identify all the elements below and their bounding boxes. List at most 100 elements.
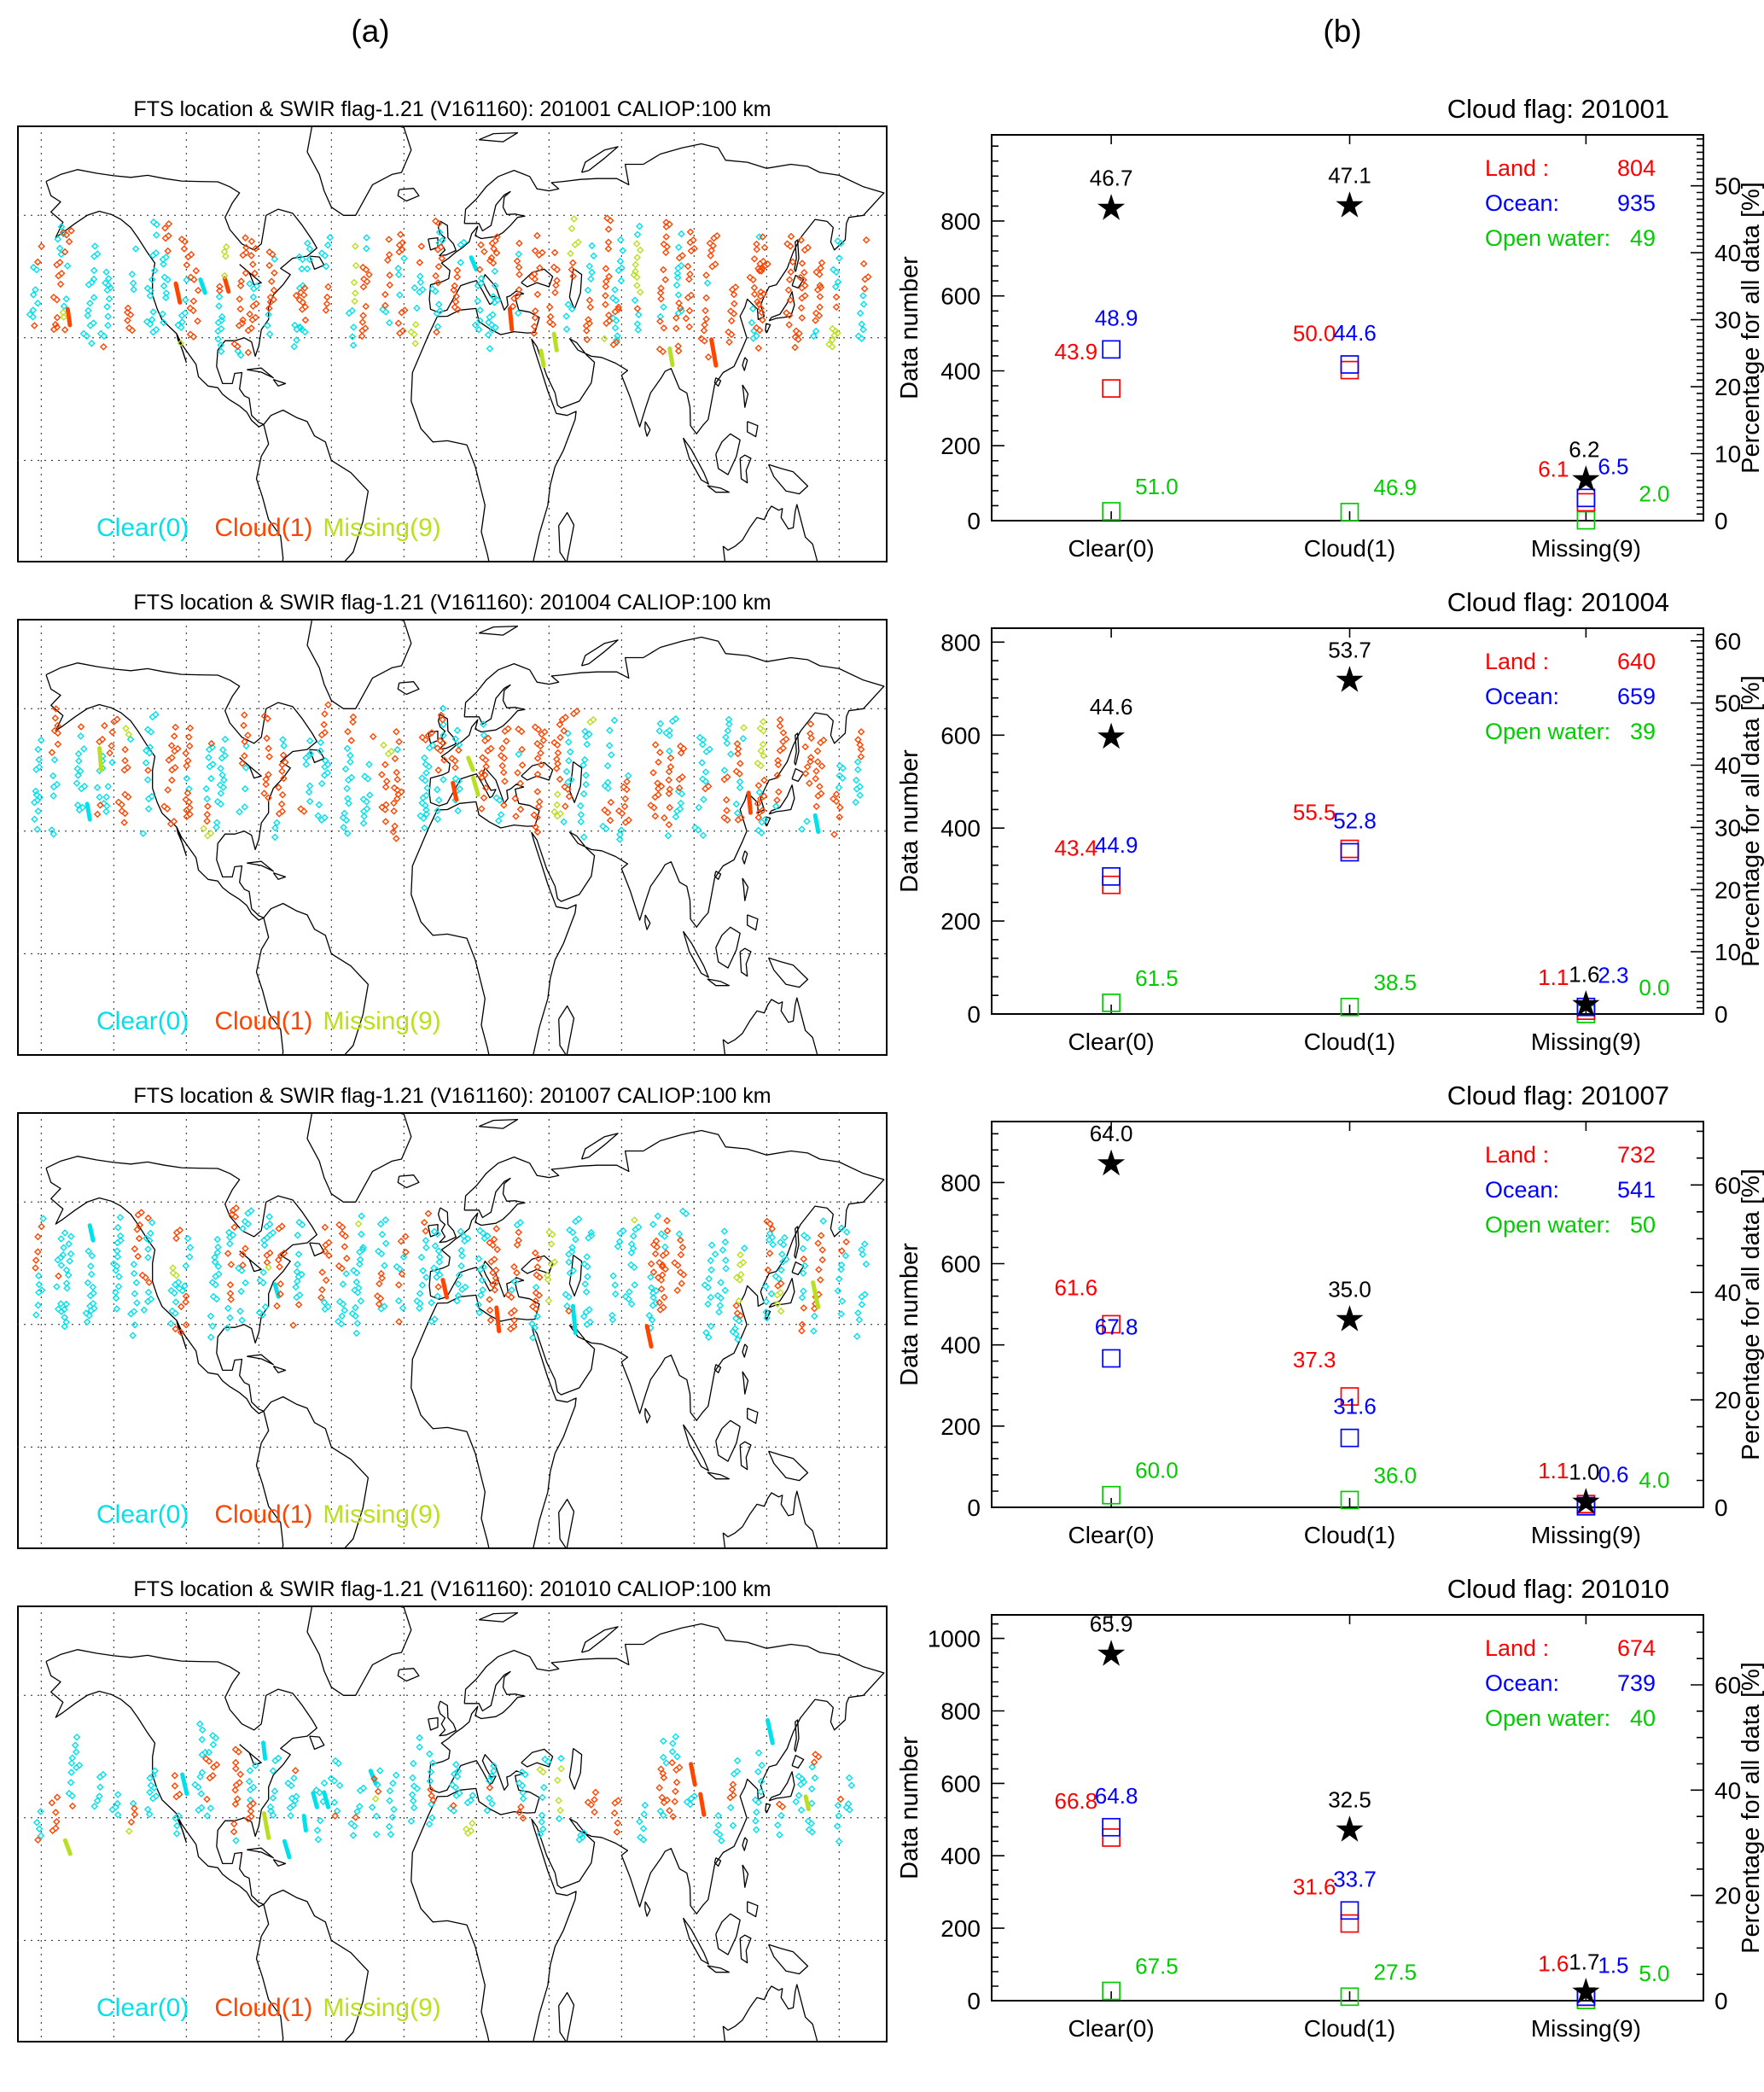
open-water-marker	[1340, 1490, 1359, 1510]
land-marker	[1102, 1828, 1121, 1847]
cloud-flag-plot-canvas: 0 200 400 600 800 0 10 20 30 40 50 Clear(0) Cloud(1)…	[940, 134, 1741, 562]
category-label: Clear(0)	[1068, 2015, 1155, 2042]
coastline	[742, 850, 748, 865]
coastline	[397, 1668, 420, 1682]
plot-legend-label: Land :	[1485, 155, 1549, 181]
all-data-star-marker: ★	[1570, 983, 1603, 1023]
ocean-marker	[1576, 1987, 1596, 2007]
coastline	[765, 1309, 771, 1320]
coastline	[707, 1965, 731, 1973]
plot-legend-value: 541	[1617, 1177, 1656, 1203]
left-tick-label: 200	[940, 908, 981, 935]
obs-streaks-clear	[180, 1717, 775, 1860]
coastline	[747, 421, 759, 438]
coastline	[428, 1223, 439, 1238]
open-water-marker	[1102, 1485, 1121, 1505]
all-data-star-marker: ★	[1334, 184, 1366, 224]
open-water-percent: 36.0	[1374, 1462, 1418, 1488]
plot-legend-label: Land :	[1485, 1635, 1549, 1661]
obs-points-clear	[32, 1207, 870, 1343]
coastline	[768, 463, 809, 495]
map-title: FTS location & SWIR flag-1.21 (V161160):…	[133, 1084, 771, 1108]
plot-legend-value: 50	[1630, 1212, 1656, 1238]
map-border	[17, 1605, 888, 2042]
right-tick-label: 10	[1715, 939, 1741, 965]
right-tick-label: 0	[1715, 1001, 1728, 1028]
left-tick-label: 800	[940, 1169, 981, 1196]
plot-title: Cloud flag: 201004	[1447, 587, 1669, 617]
category-label: Missing(9)	[1531, 1029, 1641, 1055]
graticule	[17, 619, 888, 1056]
left-tick-label: 800	[940, 629, 981, 656]
plot-legend-label: Ocean:	[1485, 190, 1559, 216]
ocean-percent: 31.6	[1333, 1394, 1377, 1419]
coastline	[644, 1901, 651, 1917]
all-data-percent: 65.9	[1090, 1611, 1133, 1637]
open-water-percent: 60.0	[1135, 1458, 1179, 1483]
coastline	[247, 860, 274, 872]
legend-missing: Missing(9)	[323, 514, 441, 542]
coastline	[794, 1226, 800, 1259]
open-water-percent: 51.0	[1135, 474, 1179, 499]
plot-legend-value: 39	[1630, 719, 1656, 744]
ocean-percent: 67.8	[1095, 1314, 1138, 1339]
coastline	[478, 1118, 519, 1129]
plot-title: Cloud flag: 201010	[1447, 1574, 1669, 1604]
open-water-marker	[1576, 510, 1596, 530]
coastline	[722, 1490, 818, 1549]
coastline	[765, 323, 771, 334]
left-tick-label: 800	[940, 1698, 981, 1724]
coastline	[768, 1450, 809, 1482]
coastline	[176, 826, 187, 857]
map-legend: Clear(0) Cloud(1) Missing(9)	[96, 1994, 467, 2023]
coastline	[742, 1864, 749, 1888]
left-tick-label: 600	[940, 1770, 981, 1797]
open-water-marker	[1102, 1981, 1121, 2001]
world-map-canvas	[17, 1112, 888, 1549]
coastline	[306, 1605, 412, 1696]
legend-cloud: Cloud(1)	[214, 514, 313, 542]
coastline	[747, 914, 759, 931]
coastline	[558, 1005, 575, 1056]
map-border	[17, 125, 888, 562]
left-tick-label: 0	[967, 508, 981, 534]
ocean-marker	[1576, 997, 1596, 1017]
ocean-percent: 44.6	[1333, 320, 1377, 346]
coastline	[397, 188, 420, 202]
all-data-star-marker: ★	[1095, 188, 1127, 228]
figure-row-201004: FTS location & SWIR flag-1.21 (V161160):…	[0, 587, 1764, 1081]
legend-clear: Clear(0)	[96, 1994, 189, 2022]
coastline	[742, 357, 748, 371]
legend-missing: Missing(9)	[323, 1994, 441, 2022]
right-tick-label: 10	[1715, 441, 1741, 468]
coastline	[644, 421, 651, 437]
obs-streaks-cloud	[689, 1762, 707, 1817]
category-label: Cloud(1)	[1304, 535, 1395, 562]
obs-points-cloud	[32, 1204, 850, 1337]
legend-cloud: Cloud(1)	[214, 1007, 313, 1035]
land-percent: 31.6	[1293, 1874, 1336, 1900]
plot-legend-label: Land :	[1485, 649, 1549, 674]
plot-legend-value: 732	[1617, 1142, 1656, 1168]
coastline	[521, 1255, 554, 1274]
land-percent: 50.0	[1293, 321, 1336, 347]
open-water-percent: 27.5	[1374, 1959, 1418, 1984]
plot-legend-label: Open water:	[1485, 1212, 1610, 1238]
land-percent: 6.1	[1538, 456, 1569, 481]
coastline	[739, 947, 752, 977]
ocean-marker	[1576, 1496, 1596, 1516]
coastline	[397, 1174, 420, 1189]
plot-frame	[991, 1614, 1704, 2002]
plot-legend-label: Open water:	[1485, 225, 1610, 251]
right-tick-label: 20	[1715, 877, 1741, 903]
open-water-percent: 38.5	[1374, 970, 1418, 995]
ocean-percent: 33.7	[1333, 1866, 1377, 1891]
all-data-percent: 6.2	[1569, 436, 1599, 462]
all-data-percent: 32.5	[1328, 1787, 1371, 1813]
obs-streaks-missing	[811, 1280, 821, 1309]
category-label: Clear(0)	[1068, 1029, 1155, 1055]
coastline	[722, 1984, 818, 2042]
land-marker	[1340, 839, 1359, 859]
right-tick-label: 50	[1715, 173, 1741, 200]
coastline	[272, 378, 287, 387]
